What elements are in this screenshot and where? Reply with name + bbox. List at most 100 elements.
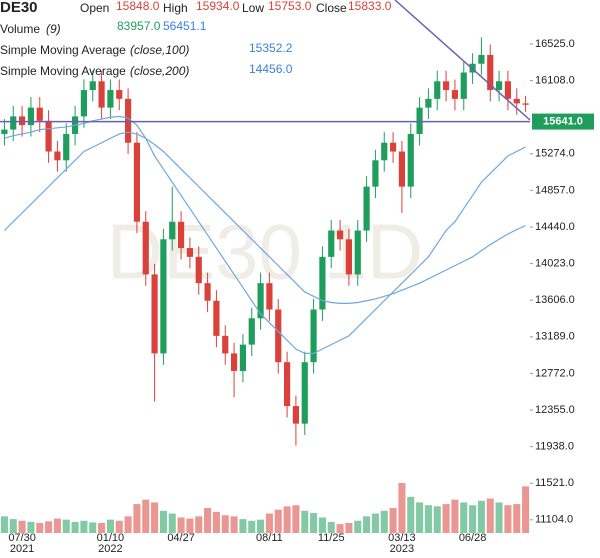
sma-name: Simple Moving Average [0,64,126,78]
header: DE30 Open 15848.0 High 15934.0 Low 15753… [0,0,392,78]
volume-name: Volume [0,22,40,36]
candle-body [169,221,176,240]
volume-bar [283,506,291,533]
volume-bar [168,513,176,533]
volume-bar [424,505,432,533]
candle-body [416,107,423,134]
volume-bar [513,504,521,533]
volume-bar [71,521,79,533]
y-tick-label: 14023.0 [535,258,575,270]
candle-body [460,72,467,99]
volume-bar [433,506,441,533]
candle-body [142,221,149,275]
volume-bar [239,519,247,533]
ohlc-label: Open [80,1,109,15]
candle-body [513,98,520,104]
volume-bar [0,516,8,533]
volume-average: 56451.1 [163,19,207,33]
candle-body [151,274,158,354]
volume-bar [495,502,503,533]
candle-body [487,54,494,91]
candle-body [98,81,105,108]
candle-body [89,81,96,91]
volume-bar [124,516,132,533]
price-label: 15641.0 [543,115,583,127]
volume-bar [115,520,123,533]
y-tick-label: 11521.0 [535,477,574,489]
sma-value: 14456.0 [249,62,293,76]
candle-body [222,335,229,354]
volume-bar [318,517,326,533]
volume-bar [45,521,53,533]
volume-bar [151,502,159,533]
sma-name: Simple Moving Average [0,43,126,57]
volume-bar [257,519,265,533]
volume-bar [363,516,371,533]
y-tick-label: 11104.0 [535,514,573,526]
volume-bar [230,516,238,533]
y-tick-label: 14857.0 [535,184,575,196]
volume-bar [159,510,167,533]
candle-body [213,300,220,336]
candle-body [301,362,308,424]
volume-bar [133,504,141,533]
volume-bar [18,520,26,533]
volume-bar [345,523,353,533]
candle-body [107,90,114,108]
volume-bar [354,520,362,533]
volume-bar [9,519,17,533]
volume-bar [27,521,35,533]
candle-body [266,283,273,310]
volume-bar [442,504,450,533]
volume-bar [89,522,97,533]
candle-body [363,186,370,231]
candle-body [133,142,141,222]
candle-body [522,103,529,105]
candle-body [504,81,512,99]
ohlc-value: 15833.0 [348,0,392,13]
price-label-box [532,113,594,130]
candle-body [239,344,247,371]
y-tick-label: 12355.0 [535,404,575,416]
volume-bar [407,496,415,533]
candle-body [257,283,264,319]
volume-bar [186,518,194,533]
candle-body [27,107,35,126]
candle-body [292,406,300,424]
x-tick-label: 01/10 [97,532,125,544]
volume-bar [98,523,106,533]
x-tick-label: 07/30 [8,532,36,544]
candle-body [425,98,432,108]
ohlc-label: Close [316,1,347,15]
ohlc-label: High [163,1,188,15]
candle-body [389,142,397,152]
volume-last: 83957.0 [117,19,161,33]
volume-params: (9) [46,22,61,36]
candle-body [124,98,132,143]
candle-body [495,81,503,91]
volume-bar [204,508,212,533]
candle-body [442,81,450,91]
y-tick-label: 12772.0 [535,367,575,379]
volume-bar [106,519,114,533]
volume-bar [292,505,300,533]
candle-body [248,318,255,345]
volume-bar [36,523,44,533]
candle-body [80,90,88,117]
volume-bar [451,499,459,533]
candle-body [10,116,17,130]
candle-body [398,151,406,187]
y-tick-label: 13606.0 [535,294,575,306]
candle-body [45,120,52,152]
volume-bar [53,518,61,533]
candle-body [160,239,167,354]
sma-params: (close,100) [130,43,189,57]
candle-body [354,230,361,275]
y-tick-label: 13189.0 [535,331,575,343]
x-tick-label: 08/11 [256,532,283,544]
symbol: DE30 [0,0,38,16]
volume-bar [398,483,406,533]
candle-body [478,54,485,64]
y-tick-label: 16525.0 [535,38,575,50]
